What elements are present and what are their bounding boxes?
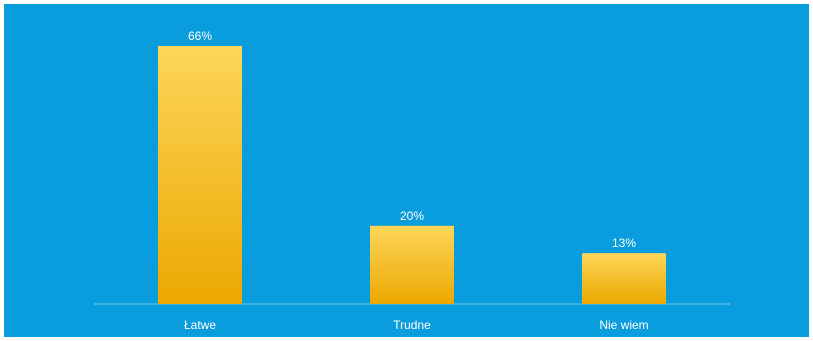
bar-3 <box>582 253 666 304</box>
bars-group <box>158 46 666 304</box>
bar-2 <box>370 225 454 304</box>
bar-value-label-3: 13% <box>612 236 636 250</box>
value-labels-group: 66% 20% 13% <box>188 29 636 250</box>
bar-value-label-1: 66% <box>188 29 212 43</box>
category-label-2: Trudne <box>393 318 431 332</box>
category-label-1: Łatwe <box>184 318 216 332</box>
bar-1 <box>158 46 242 304</box>
bar-value-label-2: 20% <box>400 209 424 223</box>
category-label-3: Nie wiem <box>599 318 648 332</box>
chart-frame: 66% 20% 13% Łatwe Trudne Nie wiem <box>4 4 809 337</box>
category-labels-group: Łatwe Trudne Nie wiem <box>184 318 649 332</box>
bar-chart: 66% 20% 13% Łatwe Trudne Nie wiem <box>94 29 730 332</box>
